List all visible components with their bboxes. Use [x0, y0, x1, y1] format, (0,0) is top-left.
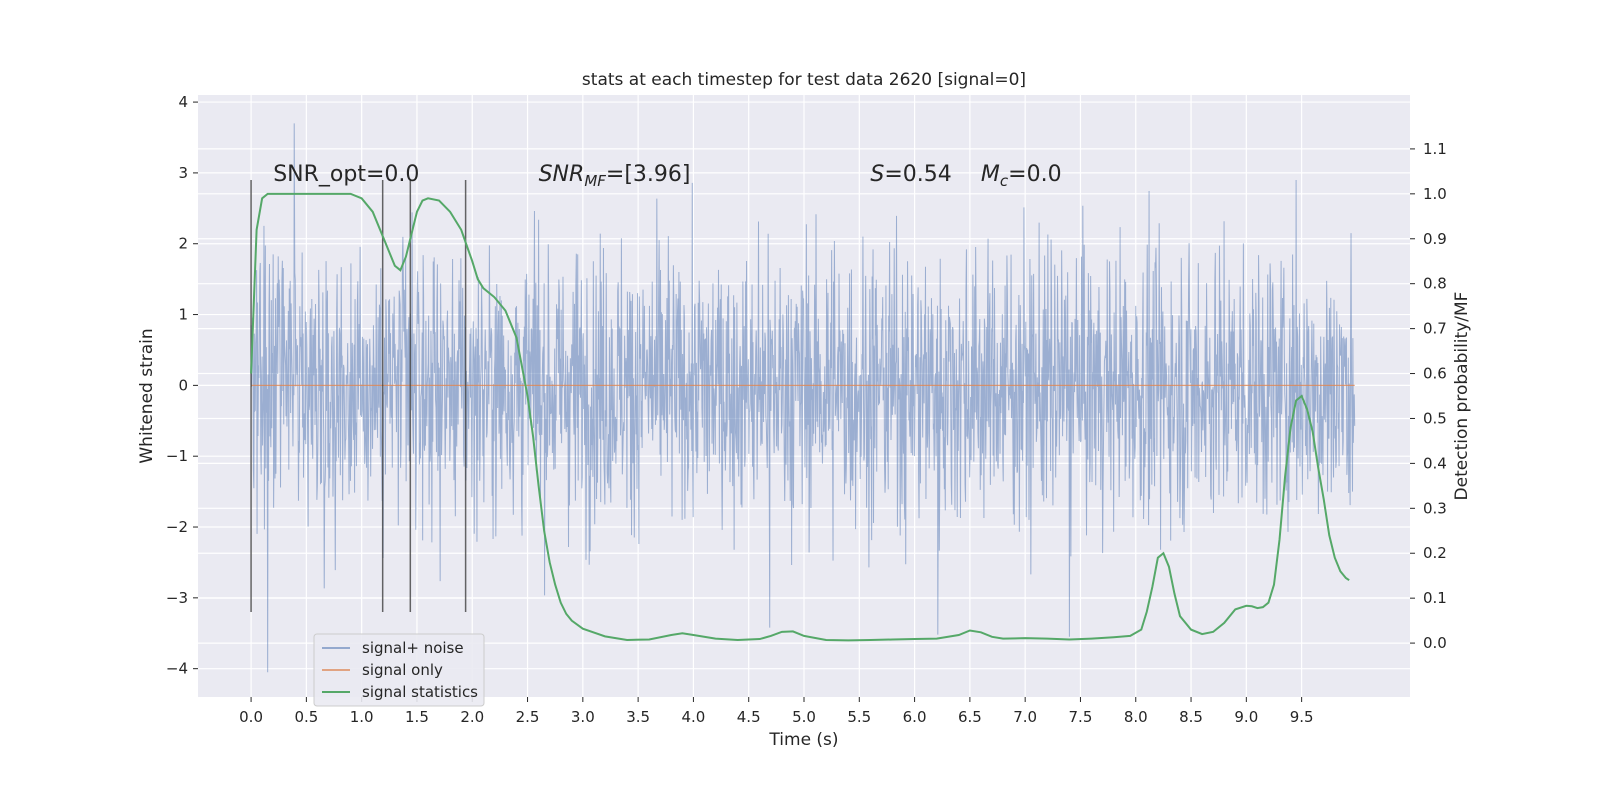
x-tick-label: 4.0: [681, 708, 705, 726]
y-left-tick-label: 3: [178, 164, 188, 182]
x-tick-label: 5.0: [792, 708, 816, 726]
legend-entry-label[interactable]: signal statistics: [362, 683, 478, 701]
y-left-tick-label: 0: [178, 376, 188, 394]
x-tick-label: 2.0: [460, 708, 484, 726]
y-axis-left-label: Whitened strain: [137, 328, 157, 463]
y-left-tick-label: 4: [178, 93, 188, 111]
y-right-tick-label: 0.4: [1423, 454, 1447, 472]
x-tick-label: 0.5: [294, 708, 318, 726]
y-left-tick-label: 2: [178, 235, 188, 253]
x-tick-label: 0.0: [239, 708, 263, 726]
y-axis-right-label: Detection probability/MF: [1452, 292, 1472, 501]
annotation-text: SNR_opt=0.0: [273, 162, 419, 187]
y-right-tick-label: 0.2: [1423, 544, 1447, 562]
x-tick-label: 8.5: [1179, 708, 1203, 726]
annotation-text: Mc=0.0: [981, 162, 1062, 190]
y-left-tick-label: −2: [166, 518, 188, 536]
x-tick-label: 4.5: [737, 708, 761, 726]
x-tick-label: 9.5: [1290, 708, 1314, 726]
y-left-tick-label: −4: [166, 660, 188, 678]
legend-entry-label[interactable]: signal+ noise: [362, 639, 464, 657]
y-left-tick-label: 1: [178, 306, 188, 324]
x-tick-label: 1.0: [350, 708, 374, 726]
legend-box: [313, 633, 485, 707]
x-tick-label: 3.0: [571, 708, 595, 726]
vertical-markers: [250, 179, 467, 613]
chart-title: stats at each timestep for test data 262…: [582, 70, 1026, 90]
y-right-tick-label: 0.3: [1423, 499, 1447, 517]
annotations: SNR_opt=0.0 SNRMF=[3.96] S=0.54 Mc=0.0: [273, 162, 1061, 190]
series-signal-noise: [250, 123, 1356, 673]
y-right-tick-label: 0.7: [1423, 320, 1447, 338]
y-right-tick-label: 0.8: [1423, 275, 1447, 293]
signal-statistics-line: [250, 192, 1350, 642]
legend[interactable]: signal+ noise signal only signal statistic…: [313, 633, 485, 707]
x-tick-label: 6.0: [903, 708, 927, 726]
y-left-tick-label: −3: [166, 589, 188, 607]
x-tick-label: 7.0: [1013, 708, 1037, 726]
y-right-tick-label: 0.6: [1423, 365, 1447, 383]
y-right-tick-label: 0.5: [1423, 409, 1447, 427]
series-signal-statistics: [250, 192, 1350, 642]
legend-entry-label[interactable]: signal only: [362, 661, 443, 679]
annotation-text: S=0.54: [870, 162, 951, 187]
x-tick-label: 5.5: [847, 708, 871, 726]
y-right-tick-label: 0.0: [1423, 634, 1447, 652]
x-tick-label: 2.5: [516, 708, 540, 726]
x-tick-label: 6.5: [958, 708, 982, 726]
y-right-tick-label: 1.1: [1423, 140, 1447, 158]
x-axis-label: Time (s): [768, 730, 838, 750]
x-tick-label: 1.5: [405, 708, 429, 726]
y-right-tick-label: 0.9: [1423, 230, 1447, 248]
x-tick-label: 8.0: [1124, 708, 1148, 726]
y-right-tick-label: 1.0: [1423, 185, 1447, 203]
ticks: 0.0 0.5 1.0 1.5 2.0 2.5 3.0 3.5 4.0 4.5 5.0 5.5 6.0 6…: [166, 93, 1447, 726]
x-tick-label: 9.0: [1234, 708, 1258, 726]
y-left-tick-label: −1: [166, 447, 188, 465]
y-right-tick-label: 0.1: [1423, 589, 1447, 607]
annotation-text: SNRMF=[3.96]: [539, 162, 691, 190]
x-tick-label: 3.5: [626, 708, 650, 726]
x-tick-label: 7.5: [1069, 708, 1093, 726]
signal-noise-line: [250, 123, 1356, 673]
